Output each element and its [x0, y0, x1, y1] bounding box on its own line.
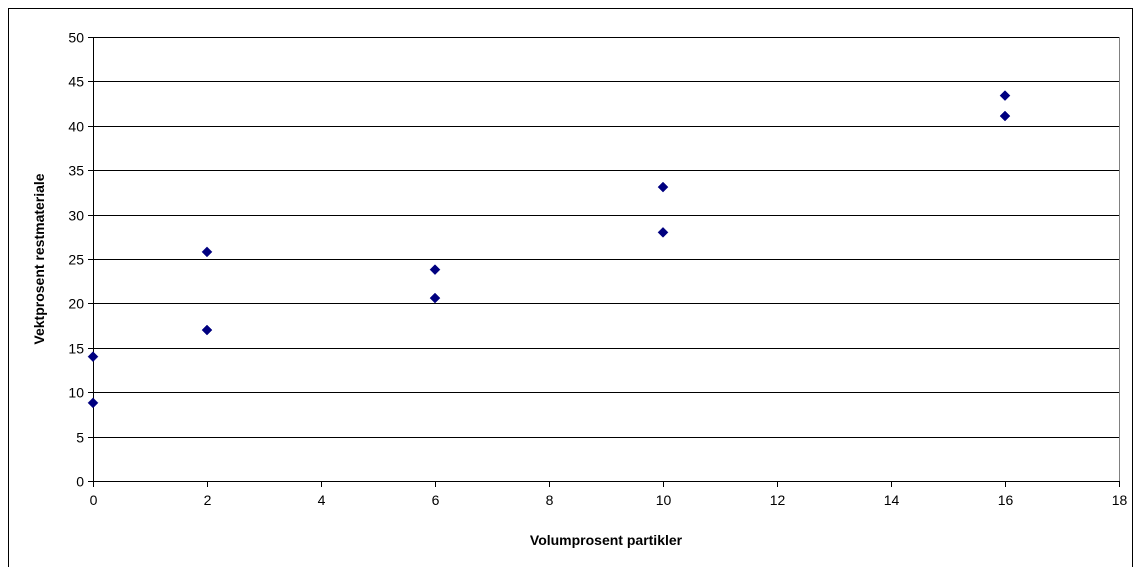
- x-axis-title: Volumprosent partikler: [530, 532, 683, 548]
- data-point: [87, 351, 99, 363]
- x-tick-label: 4: [318, 492, 326, 508]
- chart-border: [8, 8, 1133, 567]
- data-point: [429, 264, 441, 276]
- tick-labels: 0 5 10 15 20 25 30 35 40 45 50 0 2 4 6 8 10 12 14 16 18: [68, 30, 1127, 509]
- y-tick-label: 20: [68, 296, 84, 312]
- x-tick-label: 10: [656, 492, 672, 508]
- x-tick-label: 16: [998, 492, 1014, 508]
- y-tick-label: 50: [68, 30, 84, 46]
- x-tick-label: 6: [432, 492, 440, 508]
- data-point: [429, 292, 441, 304]
- x-tick-label: 14: [884, 492, 900, 508]
- data-point: [201, 324, 213, 336]
- y-tick-label: 15: [68, 341, 84, 357]
- y-tick-label: 0: [76, 474, 84, 490]
- data-point: [87, 397, 99, 409]
- y-tick-label: 25: [68, 252, 84, 268]
- data-point: [201, 246, 213, 258]
- data-points: [87, 90, 1011, 409]
- x-tick-label: 12: [770, 492, 786, 508]
- y-tick-label: 30: [68, 208, 84, 224]
- y-tick-label: 5: [76, 430, 84, 446]
- data-point: [999, 90, 1011, 101]
- x-tick-label: 2: [204, 492, 212, 508]
- y-tick-label: 40: [68, 119, 84, 135]
- gridlines: [93, 37, 1120, 481]
- x-tick-label: 8: [546, 492, 554, 508]
- y-tick-label: 35: [68, 163, 84, 179]
- x-tick-label: 18: [1112, 492, 1128, 508]
- x-tick-label: 0: [90, 492, 98, 508]
- data-point: [999, 110, 1011, 122]
- data-point: [657, 227, 669, 238]
- data-point: [657, 181, 669, 193]
- y-tick-label: 10: [68, 385, 84, 401]
- y-tick-label: 45: [68, 74, 84, 90]
- y-axis-title: Vektprosent restmateriale: [31, 173, 47, 344]
